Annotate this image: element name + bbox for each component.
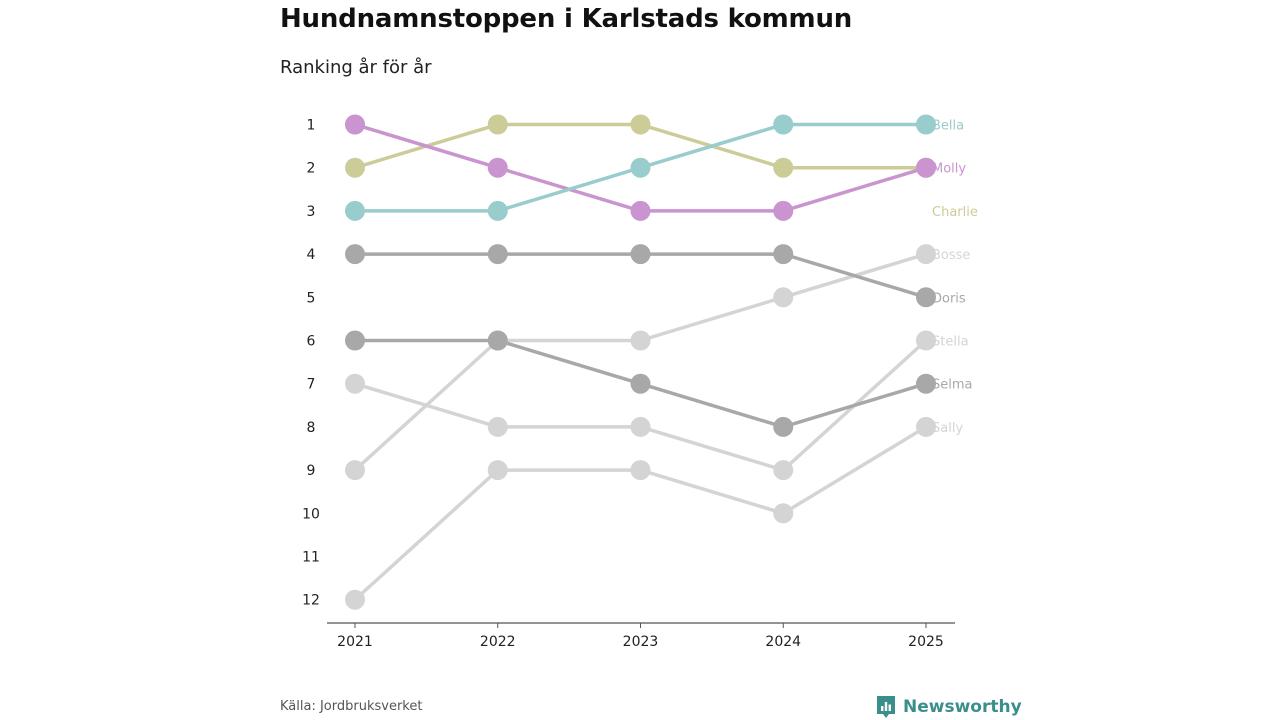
series-label-selma: Selma (932, 378, 973, 393)
point-charlie (487, 114, 508, 135)
series-label-charlie: Charlie (932, 205, 978, 220)
series-label-bella: Bella (932, 119, 964, 134)
point-molly (630, 200, 651, 221)
point-bella (345, 200, 365, 221)
point-bosse (773, 287, 794, 308)
y-tick-label: 12 (302, 593, 320, 609)
series-label-sally: Sally (932, 421, 963, 436)
y-tick-label: 4 (307, 247, 316, 263)
point-molly (773, 200, 794, 221)
point-sally (345, 589, 365, 610)
y-tick-label: 8 (307, 420, 316, 436)
x-tick-label: 2021 (337, 634, 373, 650)
point-stella (487, 416, 508, 437)
point-doris (487, 244, 508, 265)
point-selma (916, 373, 936, 394)
brand-logo[interactable]: Newsworthy (875, 694, 1022, 720)
point-doris (773, 244, 794, 265)
point-charlie (345, 157, 365, 178)
point-bosse (916, 244, 936, 265)
point-selma (773, 416, 794, 437)
point-bella (487, 200, 508, 221)
series-label-stella: Stella (932, 335, 969, 350)
point-selma (487, 330, 508, 351)
point-doris (345, 244, 365, 265)
point-stella (630, 416, 651, 437)
point-charlie (773, 157, 794, 178)
chart-subtitle: Ranking år för år (280, 57, 432, 78)
point-sally (630, 460, 651, 481)
x-tick-label: 2023 (623, 634, 659, 650)
y-tick-label: 3 (307, 204, 316, 220)
series-label-molly: Molly (932, 162, 966, 177)
point-sally (487, 460, 508, 481)
series-label-doris: Doris (932, 291, 966, 306)
point-stella (773, 460, 794, 481)
point-molly (345, 114, 365, 135)
point-sally (773, 503, 794, 524)
chart-title: Hundnamnstoppen i Karlstads kommun (280, 4, 853, 34)
x-tick-label: 2024 (765, 634, 801, 650)
point-bosse (630, 330, 651, 351)
x-axis-ticks: 2021 2022 2023 2024 2025 (337, 623, 944, 650)
series-line-stella (353, 338, 928, 472)
series-line-sally (353, 425, 928, 602)
point-charlie (630, 114, 651, 135)
point-bella (630, 157, 651, 178)
point-molly (487, 157, 508, 178)
series-label-bosse: Bosse (932, 248, 970, 263)
point-selma (630, 373, 651, 394)
y-tick-label: 5 (307, 290, 316, 306)
point-stella (916, 330, 936, 351)
source-note: Källa: Jordbruksverket (280, 699, 423, 714)
y-tick-label: 11 (302, 550, 320, 566)
point-bella (773, 114, 794, 135)
point-bosse (345, 460, 365, 481)
y-tick-label: 7 (307, 377, 316, 393)
series-labels: Bella Molly Charlie Bosse Doris Stella Selma Sa… (932, 119, 978, 436)
brand-name: Newsworthy (903, 697, 1022, 717)
point-selma (345, 330, 365, 351)
x-tick-label: 2022 (480, 634, 516, 650)
x-tick-label: 2025 (908, 634, 944, 650)
series-lines (353, 122, 928, 602)
point-sally (916, 416, 936, 437)
series-line-bosse (353, 252, 928, 472)
y-tick-label: 10 (302, 506, 320, 522)
newsworthy-logo-icon (877, 696, 895, 718)
y-tick-label: 6 (307, 334, 316, 350)
y-tick-label: 2 (307, 161, 316, 177)
point-doris (630, 244, 651, 265)
point-bella (916, 114, 936, 135)
point-doris (916, 287, 936, 308)
y-tick-label: 9 (307, 463, 316, 479)
point-molly (916, 157, 936, 178)
y-tick-label: 1 (307, 118, 316, 134)
series-points (345, 114, 936, 610)
point-stella (345, 373, 365, 394)
